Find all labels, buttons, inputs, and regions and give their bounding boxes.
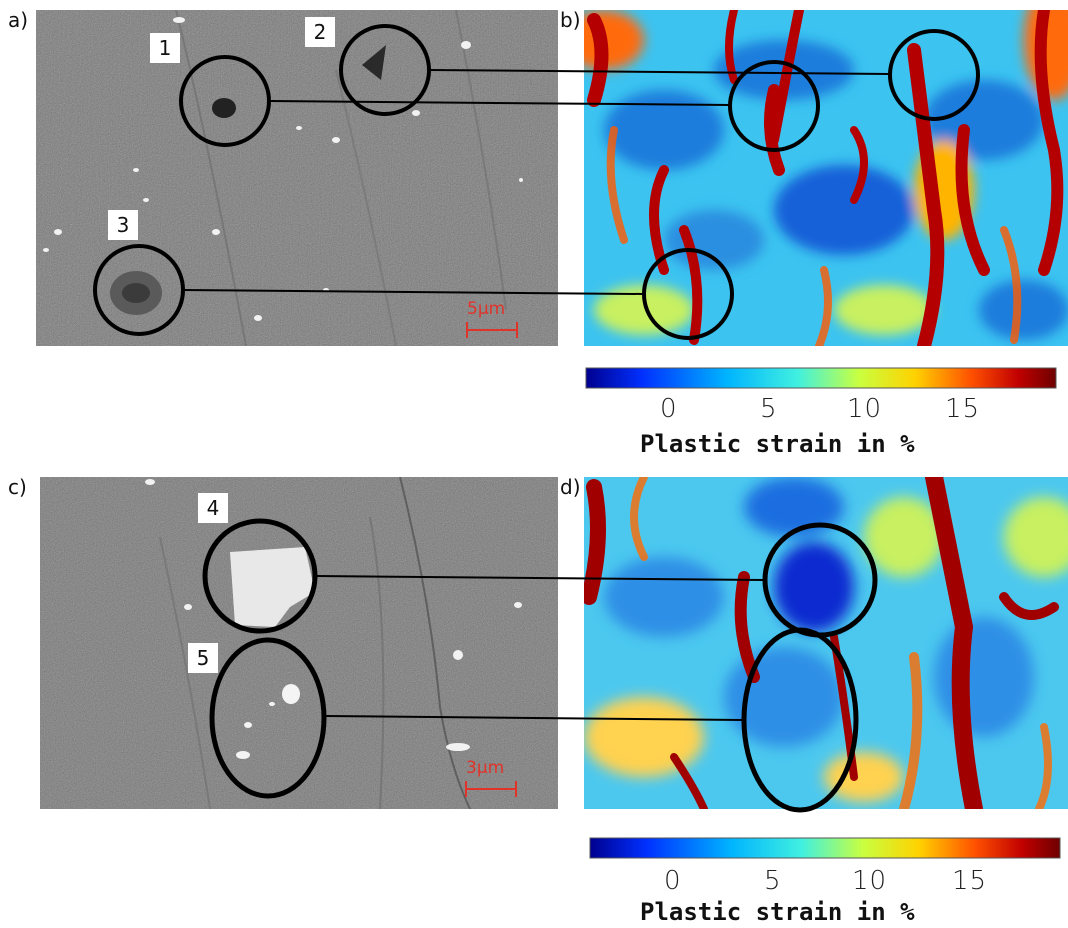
panel-label-a: a)	[8, 8, 29, 32]
colorbar-top	[585, 367, 1057, 389]
colorbar-top-tick-0: 0	[660, 394, 678, 424]
circle-2-strain	[888, 29, 980, 121]
marker-3: 3	[108, 210, 138, 240]
panel-label-d: d)	[560, 475, 581, 499]
scale-label-a: 5µm	[467, 299, 506, 319]
strain-map-b	[584, 10, 1068, 346]
panel-label-b: b)	[560, 8, 581, 32]
colorbar-bottom-tick-10: 10	[852, 866, 888, 896]
ellipse-5-strain	[741, 627, 859, 813]
marker-4: 4	[198, 493, 228, 523]
colorbar-bottom-label: Plastic strain in %	[640, 898, 915, 926]
circle-1-strain	[728, 60, 820, 152]
colorbar-top-label: Plastic strain in %	[640, 430, 915, 458]
colorbar-bottom-tick-15: 15	[952, 866, 988, 896]
colorbar-bottom-tick-5: 5	[764, 866, 782, 896]
marker-1: 1	[150, 33, 180, 63]
scale-bar-a	[466, 322, 518, 338]
circle-3-sem	[93, 244, 185, 336]
scale-bar-c	[465, 781, 517, 797]
panel-label-c: c)	[8, 475, 27, 499]
connector-line-4	[315, 575, 766, 581]
connector-line-2	[429, 69, 891, 75]
circle-4-sem	[202, 518, 318, 634]
circle-1-sem	[179, 55, 271, 147]
connector-line-1	[269, 100, 731, 106]
connector-line-3	[183, 289, 644, 295]
scale-label-c: 3µm	[466, 758, 505, 778]
colorbar-bottom-tick-0: 0	[664, 866, 682, 896]
ellipse-5-sem	[209, 637, 327, 799]
circle-2-sem	[339, 24, 431, 116]
sem-image-c	[40, 477, 558, 809]
marker-2: 2	[305, 17, 335, 47]
colorbar-bottom	[589, 837, 1061, 859]
colorbar-top-tick-15: 15	[945, 394, 981, 424]
colorbar-top-tick-5: 5	[760, 394, 778, 424]
marker-5: 5	[188, 643, 218, 673]
colorbar-top-tick-10: 10	[847, 394, 883, 424]
circle-4-strain	[762, 522, 878, 638]
circle-3-strain	[642, 248, 734, 340]
connector-line-5	[325, 715, 744, 721]
